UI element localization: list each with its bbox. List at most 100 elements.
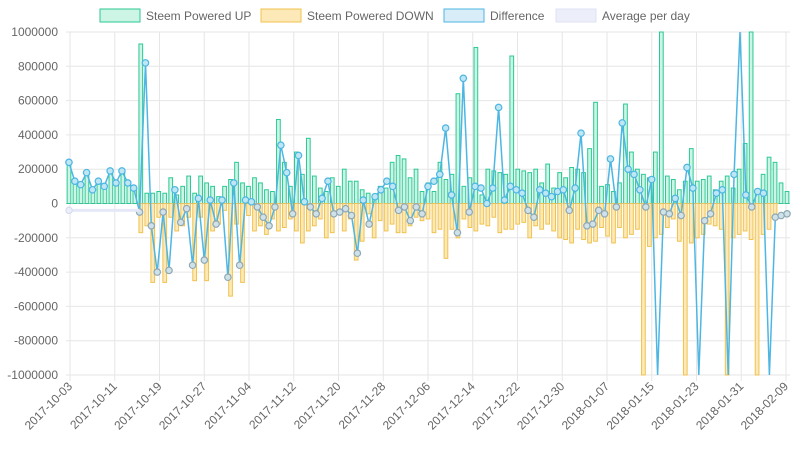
difference-point [524,206,532,215]
difference-point [153,268,162,276]
difference-point [453,228,462,237]
bar-up [778,182,784,204]
difference-point [312,209,320,218]
bar-down [688,203,694,244]
difference-point [435,170,444,179]
difference-point [71,177,79,186]
difference-point [294,151,303,160]
bar-down [491,203,497,218]
difference-point [247,197,256,206]
difference-point [288,209,297,218]
x-tick-label: 2017-11-12 [246,379,299,432]
bar-up [533,168,539,204]
difference-point [494,103,503,112]
difference-point [265,221,273,230]
bar-up [748,31,754,204]
bar-up [305,137,311,204]
legend-item[interactable]: Average per day [555,8,690,23]
legend-item[interactable]: Steem Powered DOWN [260,8,434,23]
bar-up [407,177,413,204]
difference-point [606,155,615,163]
bar-up [365,192,371,205]
difference-point [194,194,203,203]
bar-down [395,203,401,234]
difference-point [477,184,485,192]
bar-up [419,190,425,204]
difference-point [224,273,232,282]
bar-up [383,187,389,205]
bar-down [377,203,383,222]
legend-label: Steem Powered DOWN [307,9,434,23]
bar-up [431,190,437,204]
difference-point [418,209,426,218]
bar-down [694,203,700,239]
y-tick-label: 1000000 [11,25,58,39]
difference-point [559,185,568,194]
y-tick-label: -400000 [14,265,58,279]
bar-up [270,190,275,204]
legend-label: Average per day [602,9,690,23]
bar-up [264,189,269,204]
y-tick-label: 400000 [18,128,58,142]
difference-point [718,185,727,194]
bar-down [240,203,245,283]
difference-point [100,182,109,191]
difference-point [730,170,738,179]
bar-up [395,154,401,204]
difference-point [447,191,456,199]
bar-down [497,203,503,234]
bar-down [294,203,299,232]
bar-down [228,203,233,297]
legend-item[interactable]: Difference [443,8,545,23]
difference-point [141,59,150,67]
difference-point [488,184,497,192]
x-tick-label: 2018-02-09 [738,379,792,433]
legend-label: Difference [490,9,545,23]
difference-point [377,185,385,194]
difference-point [683,163,691,172]
difference-point [459,74,468,83]
bar-down [365,203,371,215]
difference-point [388,182,397,191]
bar-down [431,203,437,234]
bar-down [682,203,688,376]
difference-point [324,177,332,186]
difference-point [159,208,167,216]
bar-down [676,203,682,242]
bar-down [341,203,347,232]
difference-point [500,196,509,204]
difference-point [347,211,356,220]
bar-up [150,192,156,205]
bar-down [246,203,251,217]
difference-point [394,206,403,215]
bar-up [353,180,359,205]
bar-up [766,156,772,205]
difference-point [424,182,432,191]
bar-up [72,182,78,204]
bar-up [587,148,592,204]
bar-up [700,178,706,205]
bar-down [539,203,545,230]
x-tick-label: 2017-11-20 [291,379,344,432]
difference-point [530,213,538,222]
bar-down [521,203,527,223]
difference-point [747,203,756,211]
legend-item[interactable]: Steem Powered UP [99,8,251,23]
bar-up [479,194,485,205]
difference-point [188,261,197,270]
bar-up [599,185,604,205]
bar-down [383,203,389,232]
bar-up [144,192,150,205]
y-tick-label: 200000 [18,162,58,176]
difference-point [306,203,315,211]
difference-point [412,203,421,211]
bar-down [545,203,551,225]
bar-down [736,203,742,235]
difference-point [589,220,597,228]
difference-point [547,192,556,201]
difference-point [518,189,526,198]
difference-point [541,189,550,198]
x-axis: 2017-10-032017-10-112017-10-192017-10-27… [22,379,792,433]
bar-down [443,203,449,259]
bar-down [299,203,305,244]
